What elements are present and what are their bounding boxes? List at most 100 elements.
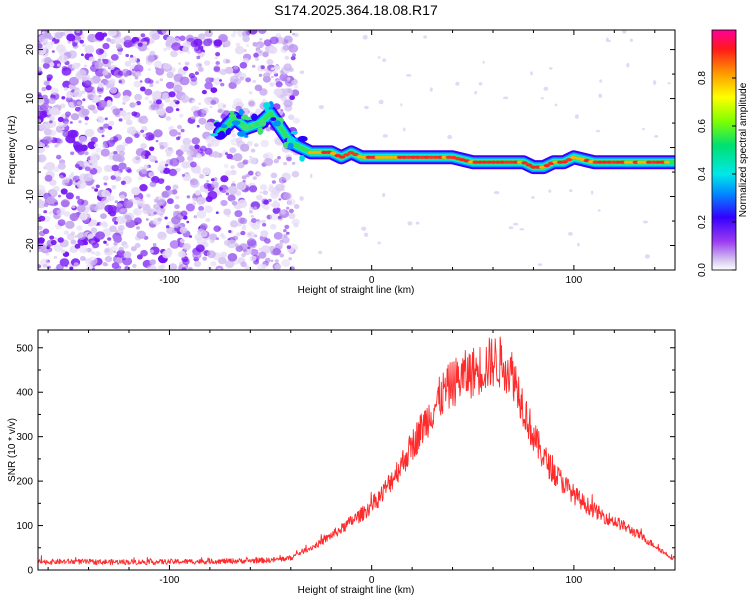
ridge-core-mark xyxy=(343,153,350,157)
noise-blob xyxy=(188,267,193,270)
ridge-onset-blob xyxy=(287,142,294,150)
noise-blob xyxy=(58,54,68,64)
noise-blob xyxy=(382,58,387,62)
noise-blob xyxy=(123,266,130,270)
noise-blob xyxy=(166,226,175,235)
noise-blob xyxy=(193,110,201,117)
noise-blob xyxy=(130,246,137,252)
y-tick-label: 400 xyxy=(16,388,33,399)
noise-blob xyxy=(284,55,290,60)
noise-blob xyxy=(264,68,269,72)
noise-blob xyxy=(260,139,270,148)
noise-blob xyxy=(241,253,247,258)
noise-blob xyxy=(204,96,213,104)
noise-blob xyxy=(80,53,84,57)
noise-blob xyxy=(46,112,50,116)
noise-blob xyxy=(140,143,147,149)
noise-blob xyxy=(38,66,42,73)
noise-blob xyxy=(252,42,258,47)
noise-blob xyxy=(118,118,123,122)
noise-blob xyxy=(175,195,180,200)
noise-blob xyxy=(266,59,274,65)
noise-blob xyxy=(225,152,228,155)
noise-blob xyxy=(53,255,57,259)
noise-blob xyxy=(103,123,110,129)
x-tick-label: -100 xyxy=(159,575,179,586)
noise-blob xyxy=(113,37,123,45)
noise-blob xyxy=(147,67,152,72)
noise-blob xyxy=(43,31,52,39)
noise-blob xyxy=(96,201,106,210)
noise-blob xyxy=(278,198,282,201)
ridge-onset-blob xyxy=(225,129,231,136)
noise-blob xyxy=(276,207,281,212)
noise-blob xyxy=(217,267,221,270)
noise-blob xyxy=(199,230,208,238)
noise-blob xyxy=(225,192,230,196)
noise-blob xyxy=(235,245,244,252)
noise-blob xyxy=(41,87,47,92)
noise-blob xyxy=(137,175,144,181)
noise-blob xyxy=(177,132,181,136)
noise-blob xyxy=(274,263,282,270)
noise-blob xyxy=(81,43,86,48)
ridge-core-mark xyxy=(419,155,426,159)
ridge-onset-blob xyxy=(259,119,267,127)
noise-blob xyxy=(132,263,137,268)
noise-blob xyxy=(192,116,197,120)
noise-blob xyxy=(597,209,601,212)
noise-blob xyxy=(227,194,236,202)
noise-blob xyxy=(136,62,141,65)
noise-blob xyxy=(229,147,237,154)
noise-blob xyxy=(50,189,58,196)
noise-blob xyxy=(115,43,122,50)
noise-blob xyxy=(362,34,368,40)
noise-blob xyxy=(513,222,519,226)
noise-blob xyxy=(57,116,64,123)
noise-blob xyxy=(198,33,206,40)
noise-blob xyxy=(283,99,293,108)
x-tick-label: -100 xyxy=(159,275,179,286)
noise-blob xyxy=(204,147,213,155)
noise-blob xyxy=(88,174,93,178)
noise-blob xyxy=(57,156,61,160)
noise-blob xyxy=(102,262,108,267)
noise-blob xyxy=(38,237,45,244)
noise-blob xyxy=(69,213,79,222)
noise-blob xyxy=(182,243,191,251)
noise-blob xyxy=(180,210,188,217)
noise-blob xyxy=(262,223,267,227)
noise-blob xyxy=(162,250,172,259)
noise-blob xyxy=(239,76,244,81)
noise-blob xyxy=(179,76,190,86)
noise-blob xyxy=(577,242,580,247)
noise-blob xyxy=(53,166,60,173)
noise-blob xyxy=(56,44,66,53)
noise-blob xyxy=(69,121,73,124)
noise-blob xyxy=(106,37,111,42)
noise-blob xyxy=(182,41,191,49)
noise-blob xyxy=(126,126,137,135)
noise-blob xyxy=(42,62,50,69)
noise-blob xyxy=(130,54,134,58)
noise-blob xyxy=(75,195,80,200)
noise-blob xyxy=(179,35,186,42)
noise-blob xyxy=(230,165,235,170)
figure-title: S174.2025.364.18.08.R17 xyxy=(274,2,438,18)
noise-blob xyxy=(95,184,100,189)
noise-blob xyxy=(111,262,120,269)
noise-blob xyxy=(140,129,145,133)
noise-blob xyxy=(447,134,453,140)
noise-blob xyxy=(258,247,262,252)
noise-blob xyxy=(126,168,132,174)
noise-blob xyxy=(263,204,270,211)
noise-blob xyxy=(159,78,163,82)
ridge-onset-blob xyxy=(240,114,249,120)
noise-blob xyxy=(76,225,83,231)
noise-blob xyxy=(92,179,96,183)
noise-blob xyxy=(112,153,122,162)
noise-blob xyxy=(196,153,202,159)
noise-blob xyxy=(89,203,99,212)
colorbar-tick-label: 0.0 xyxy=(697,263,708,277)
